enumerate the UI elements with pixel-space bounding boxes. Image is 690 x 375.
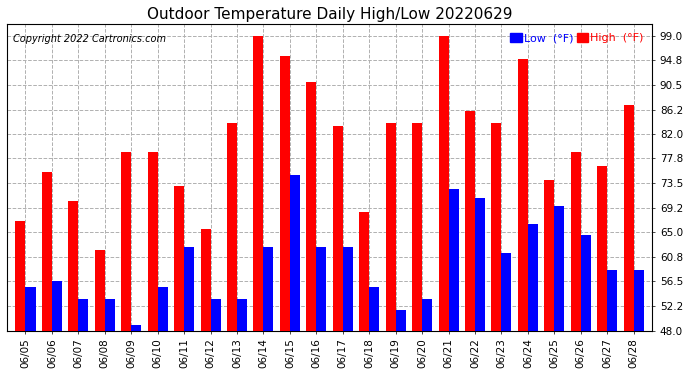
Bar bbox=[502, 253, 511, 330]
Bar bbox=[554, 206, 564, 330]
Legend: Low  (°F), High  (°F): Low (°F), High (°F) bbox=[507, 30, 647, 47]
Bar bbox=[52, 282, 62, 330]
Bar bbox=[633, 270, 644, 330]
Bar bbox=[333, 126, 343, 330]
Bar bbox=[316, 247, 326, 330]
Bar bbox=[544, 180, 554, 330]
Bar bbox=[412, 123, 422, 330]
Bar bbox=[439, 36, 449, 330]
Bar bbox=[105, 299, 115, 330]
Bar bbox=[253, 36, 264, 330]
Bar bbox=[131, 325, 141, 330]
Bar bbox=[42, 172, 52, 330]
Bar bbox=[306, 82, 316, 330]
Bar bbox=[158, 287, 168, 330]
Bar bbox=[227, 123, 237, 330]
Bar bbox=[491, 123, 502, 330]
Title: Outdoor Temperature Daily High/Low 20220629: Outdoor Temperature Daily High/Low 20220… bbox=[147, 7, 512, 22]
Bar bbox=[95, 250, 105, 330]
Bar bbox=[581, 235, 591, 330]
Bar bbox=[26, 287, 35, 330]
Bar bbox=[237, 299, 247, 330]
Bar bbox=[386, 123, 395, 330]
Bar bbox=[68, 201, 79, 330]
Bar bbox=[369, 287, 380, 330]
Bar bbox=[518, 59, 528, 330]
Bar bbox=[607, 270, 618, 330]
Bar bbox=[174, 186, 184, 330]
Bar bbox=[359, 212, 369, 330]
Bar bbox=[148, 152, 158, 330]
Bar bbox=[264, 247, 273, 330]
Bar bbox=[422, 299, 432, 330]
Bar bbox=[528, 224, 538, 330]
Bar bbox=[15, 221, 26, 330]
Bar bbox=[475, 198, 485, 330]
Bar bbox=[184, 247, 194, 330]
Bar bbox=[121, 152, 131, 330]
Bar bbox=[280, 56, 290, 330]
Bar bbox=[624, 105, 633, 330]
Bar bbox=[343, 247, 353, 330]
Bar bbox=[597, 166, 607, 330]
Bar bbox=[201, 230, 210, 330]
Bar bbox=[465, 111, 475, 330]
Bar bbox=[290, 175, 300, 330]
Bar bbox=[395, 310, 406, 330]
Bar bbox=[79, 299, 88, 330]
Bar bbox=[448, 189, 459, 330]
Text: Copyright 2022 Cartronics.com: Copyright 2022 Cartronics.com bbox=[13, 34, 166, 44]
Bar bbox=[210, 299, 221, 330]
Bar bbox=[571, 152, 581, 330]
